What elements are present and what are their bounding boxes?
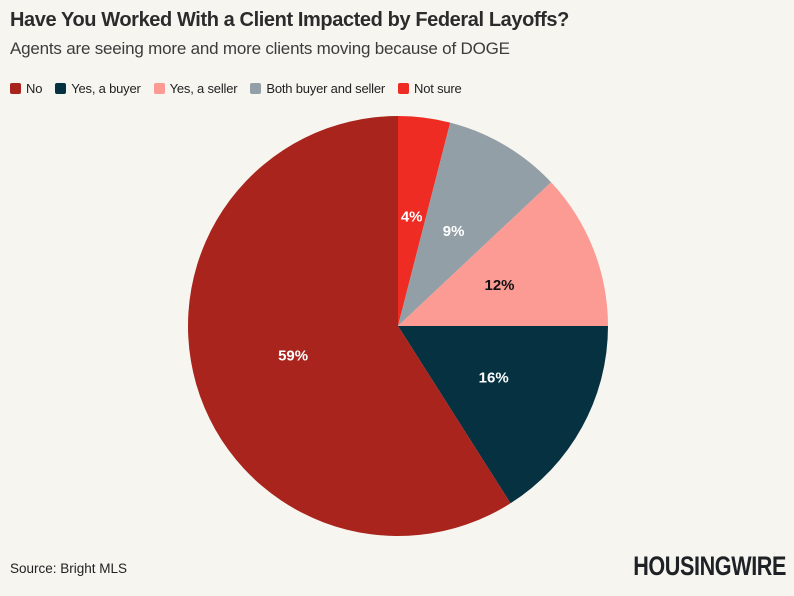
legend-swatch bbox=[250, 83, 262, 94]
legend-item: Both buyer and seller bbox=[250, 81, 385, 96]
legend-label: Both buyer and seller bbox=[266, 81, 386, 96]
legend-label: Yes, a buyer bbox=[71, 81, 141, 96]
slice-label: 9% bbox=[443, 223, 465, 240]
legend-swatch bbox=[398, 83, 410, 94]
pie-slice bbox=[187, 116, 511, 536]
pie-slice bbox=[398, 116, 451, 326]
source-note: Source: Bright MLS bbox=[10, 561, 128, 576]
pie-chart: 4% 9% 12% 16% 59% bbox=[187, 116, 608, 536]
chart-title: Have You Worked With a Client Impacted b… bbox=[10, 9, 569, 31]
legend-label: No bbox=[26, 81, 43, 96]
chart-subtitle: Agents are seeing more and more clients … bbox=[10, 39, 510, 58]
pie-slice bbox=[398, 326, 608, 504]
pie-slice bbox=[398, 182, 608, 326]
pie-slice bbox=[398, 122, 552, 326]
slice-label: 59% bbox=[278, 347, 308, 364]
legend: No Yes, a buyer Yes, a seller Both buyer an… bbox=[10, 81, 462, 96]
slice-label: 4% bbox=[401, 209, 423, 226]
legend-item: No bbox=[10, 81, 42, 96]
legend-item: Yes, a seller bbox=[153, 81, 238, 96]
legend-label: Yes, a seller bbox=[169, 81, 238, 96]
legend-swatch bbox=[153, 83, 165, 94]
brand-logo: HOUSINGWIRE bbox=[633, 551, 786, 581]
legend-item: Yes, a buyer bbox=[55, 81, 141, 96]
slice-label: 16% bbox=[479, 370, 509, 387]
legend-swatch bbox=[55, 83, 67, 94]
legend-label: Not sure bbox=[414, 81, 462, 96]
legend-item: Not sure bbox=[398, 81, 462, 96]
slice-label: 12% bbox=[484, 277, 514, 294]
legend-swatch bbox=[10, 83, 21, 94]
